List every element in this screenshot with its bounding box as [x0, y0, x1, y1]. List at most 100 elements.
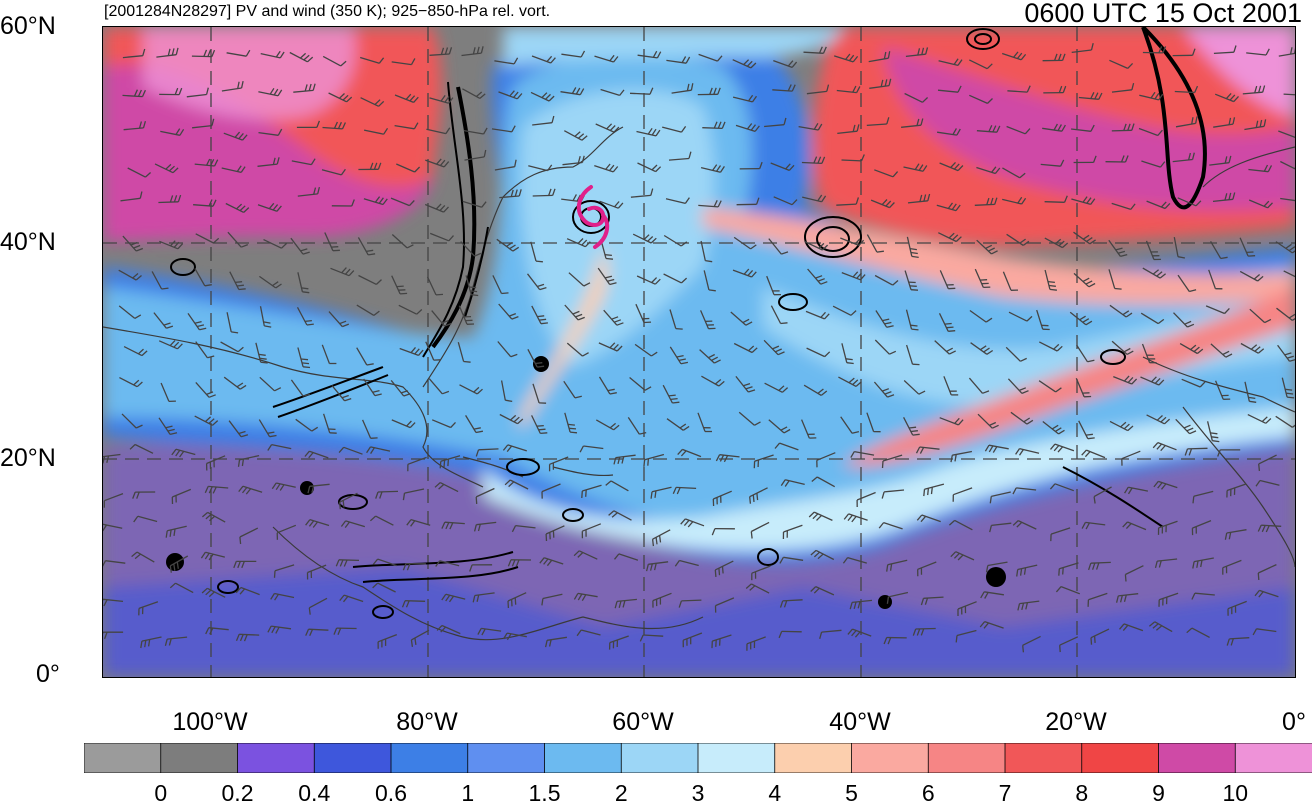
- wind-barb-feather: [671, 399, 678, 400]
- wind-barb-feather: [302, 288, 309, 289]
- colorbar-label: 0.2: [222, 780, 254, 807]
- wind-barb-feather: [239, 289, 246, 290]
- wind-barb: [1112, 130, 1132, 131]
- wind-barb: [1091, 562, 1111, 563]
- wind-barb-feather: [651, 492, 652, 499]
- wind-barb-feather: [476, 497, 477, 504]
- wind-barb-feather: [305, 321, 312, 322]
- wind-barb-feather: [676, 329, 683, 330]
- wind-barb-feather: [648, 459, 649, 466]
- wind-barb-feather: [924, 489, 925, 496]
- wind-barb-feather: [723, 566, 724, 573]
- wind-barb-feather: [846, 359, 853, 360]
- wind-barb-feather: [568, 424, 575, 425]
- colorbar-swatch: [1005, 743, 1082, 773]
- wind-barb-feather: [582, 491, 583, 498]
- colorbar-label: 10: [1222, 780, 1248, 807]
- wind-barb-feather: [309, 608, 310, 615]
- wind-barb-feather: [260, 358, 267, 359]
- wind-barb: [533, 195, 553, 196]
- wind-barb-feather: [1048, 282, 1055, 283]
- wind-barb-feather: [275, 571, 276, 578]
- wind-barb-feather: [781, 323, 788, 324]
- wind-barb-feather: [301, 359, 308, 360]
- wind-barb-feather: [539, 319, 546, 320]
- wind-barb-feather: [883, 461, 884, 468]
- colorbar-label: 3: [692, 780, 705, 807]
- wind-barb-feather: [261, 362, 268, 363]
- colorbar-swatch: [314, 743, 391, 773]
- wind-barb-feather: [751, 532, 752, 539]
- colorbar-label: 2: [615, 780, 628, 807]
- pv-colorbar: [84, 743, 1312, 778]
- wind-barb-feather: [537, 426, 544, 427]
- colorbar-label: 5: [845, 780, 858, 807]
- wind-barb-feather: [436, 294, 443, 295]
- pv-field: [103, 27, 1295, 677]
- wind-barb-feather: [570, 432, 577, 433]
- pv-wind-map: [102, 26, 1296, 678]
- map-title: [2001284N28297] PV and wind (350 K); 925…: [104, 3, 550, 21]
- wind-barb-feather: [162, 288, 169, 289]
- wind-barb: [192, 56, 212, 57]
- wind-barb-feather: [911, 325, 918, 326]
- wind-barb-feather: [440, 461, 441, 468]
- wind-barb-feather: [470, 291, 477, 292]
- colorbar-swatch: [775, 743, 852, 773]
- wind-barb-feather: [1115, 289, 1122, 290]
- wind-barb: [339, 560, 359, 561]
- wind-barb-feather: [709, 290, 716, 291]
- wind-barb: [916, 629, 936, 630]
- colorbar-label: 0.6: [375, 780, 407, 807]
- wind-barb-feather: [606, 259, 613, 260]
- colorbar-swatch: [1159, 743, 1236, 773]
- wind-barb-feather: [1286, 393, 1293, 394]
- wind-barb-feather: [464, 362, 471, 363]
- wind-barb-feather: [539, 429, 546, 430]
- wind-barb-feather: [400, 293, 407, 294]
- wind-barb: [158, 202, 178, 203]
- wind-barb-feather: [1212, 441, 1219, 442]
- wind-barb-feather: [1059, 569, 1060, 576]
- wind-barb: [681, 600, 701, 601]
- wind-barb-feather: [653, 539, 654, 546]
- wind-barb-feather: [1287, 397, 1294, 398]
- colorbar-swatch: [1235, 743, 1312, 773]
- wind-barb-feather: [660, 535, 661, 542]
- colorbar-swatch: [698, 743, 775, 773]
- wind-barb-feather: [1258, 573, 1259, 580]
- colorbar-label: 4: [768, 780, 781, 807]
- wind-barb-feather: [912, 329, 919, 330]
- wind-barb-feather: [1211, 437, 1218, 438]
- colorbar-label: 7: [999, 780, 1012, 807]
- colorbar-label: 9: [1152, 780, 1165, 807]
- wind-barb-feather: [1088, 438, 1095, 439]
- wind-barb-feather: [719, 568, 720, 575]
- wind-barb-feather: [515, 598, 516, 605]
- wind-barb-feather: [1050, 289, 1057, 290]
- wind-barb-feather: [302, 292, 309, 293]
- lat-label-40n: 40°N: [0, 228, 56, 257]
- wind-barb-feather: [669, 395, 676, 396]
- colorbar-label: 8: [1075, 780, 1088, 807]
- wind-barb-feather: [471, 295, 478, 296]
- colorbar-swatch: [84, 743, 161, 773]
- colorbar-label: 0.4: [298, 780, 330, 807]
- wind-barb-feather: [540, 433, 547, 434]
- wind-barb-feather: [672, 402, 679, 403]
- wind-barb: [702, 128, 722, 129]
- wind-barb-feather: [656, 537, 657, 544]
- wind-barb-feather: [1063, 568, 1064, 575]
- wind-barb-feather: [1125, 575, 1126, 582]
- wind-barb-feather: [343, 500, 344, 507]
- wind-barb-feather: [1259, 464, 1260, 471]
- wind-barb-feather: [909, 427, 916, 428]
- lat-label-60n: 60°N: [0, 12, 56, 41]
- wind-barb-feather: [259, 354, 266, 355]
- wind-barb-feather: [302, 363, 309, 364]
- colorbar-label: 1: [461, 780, 474, 807]
- lon-label-0: 0°: [1282, 708, 1306, 737]
- wind-barb-feather: [237, 285, 244, 286]
- wind-barb-feather: [536, 261, 543, 262]
- wind-barb-feather: [932, 487, 933, 494]
